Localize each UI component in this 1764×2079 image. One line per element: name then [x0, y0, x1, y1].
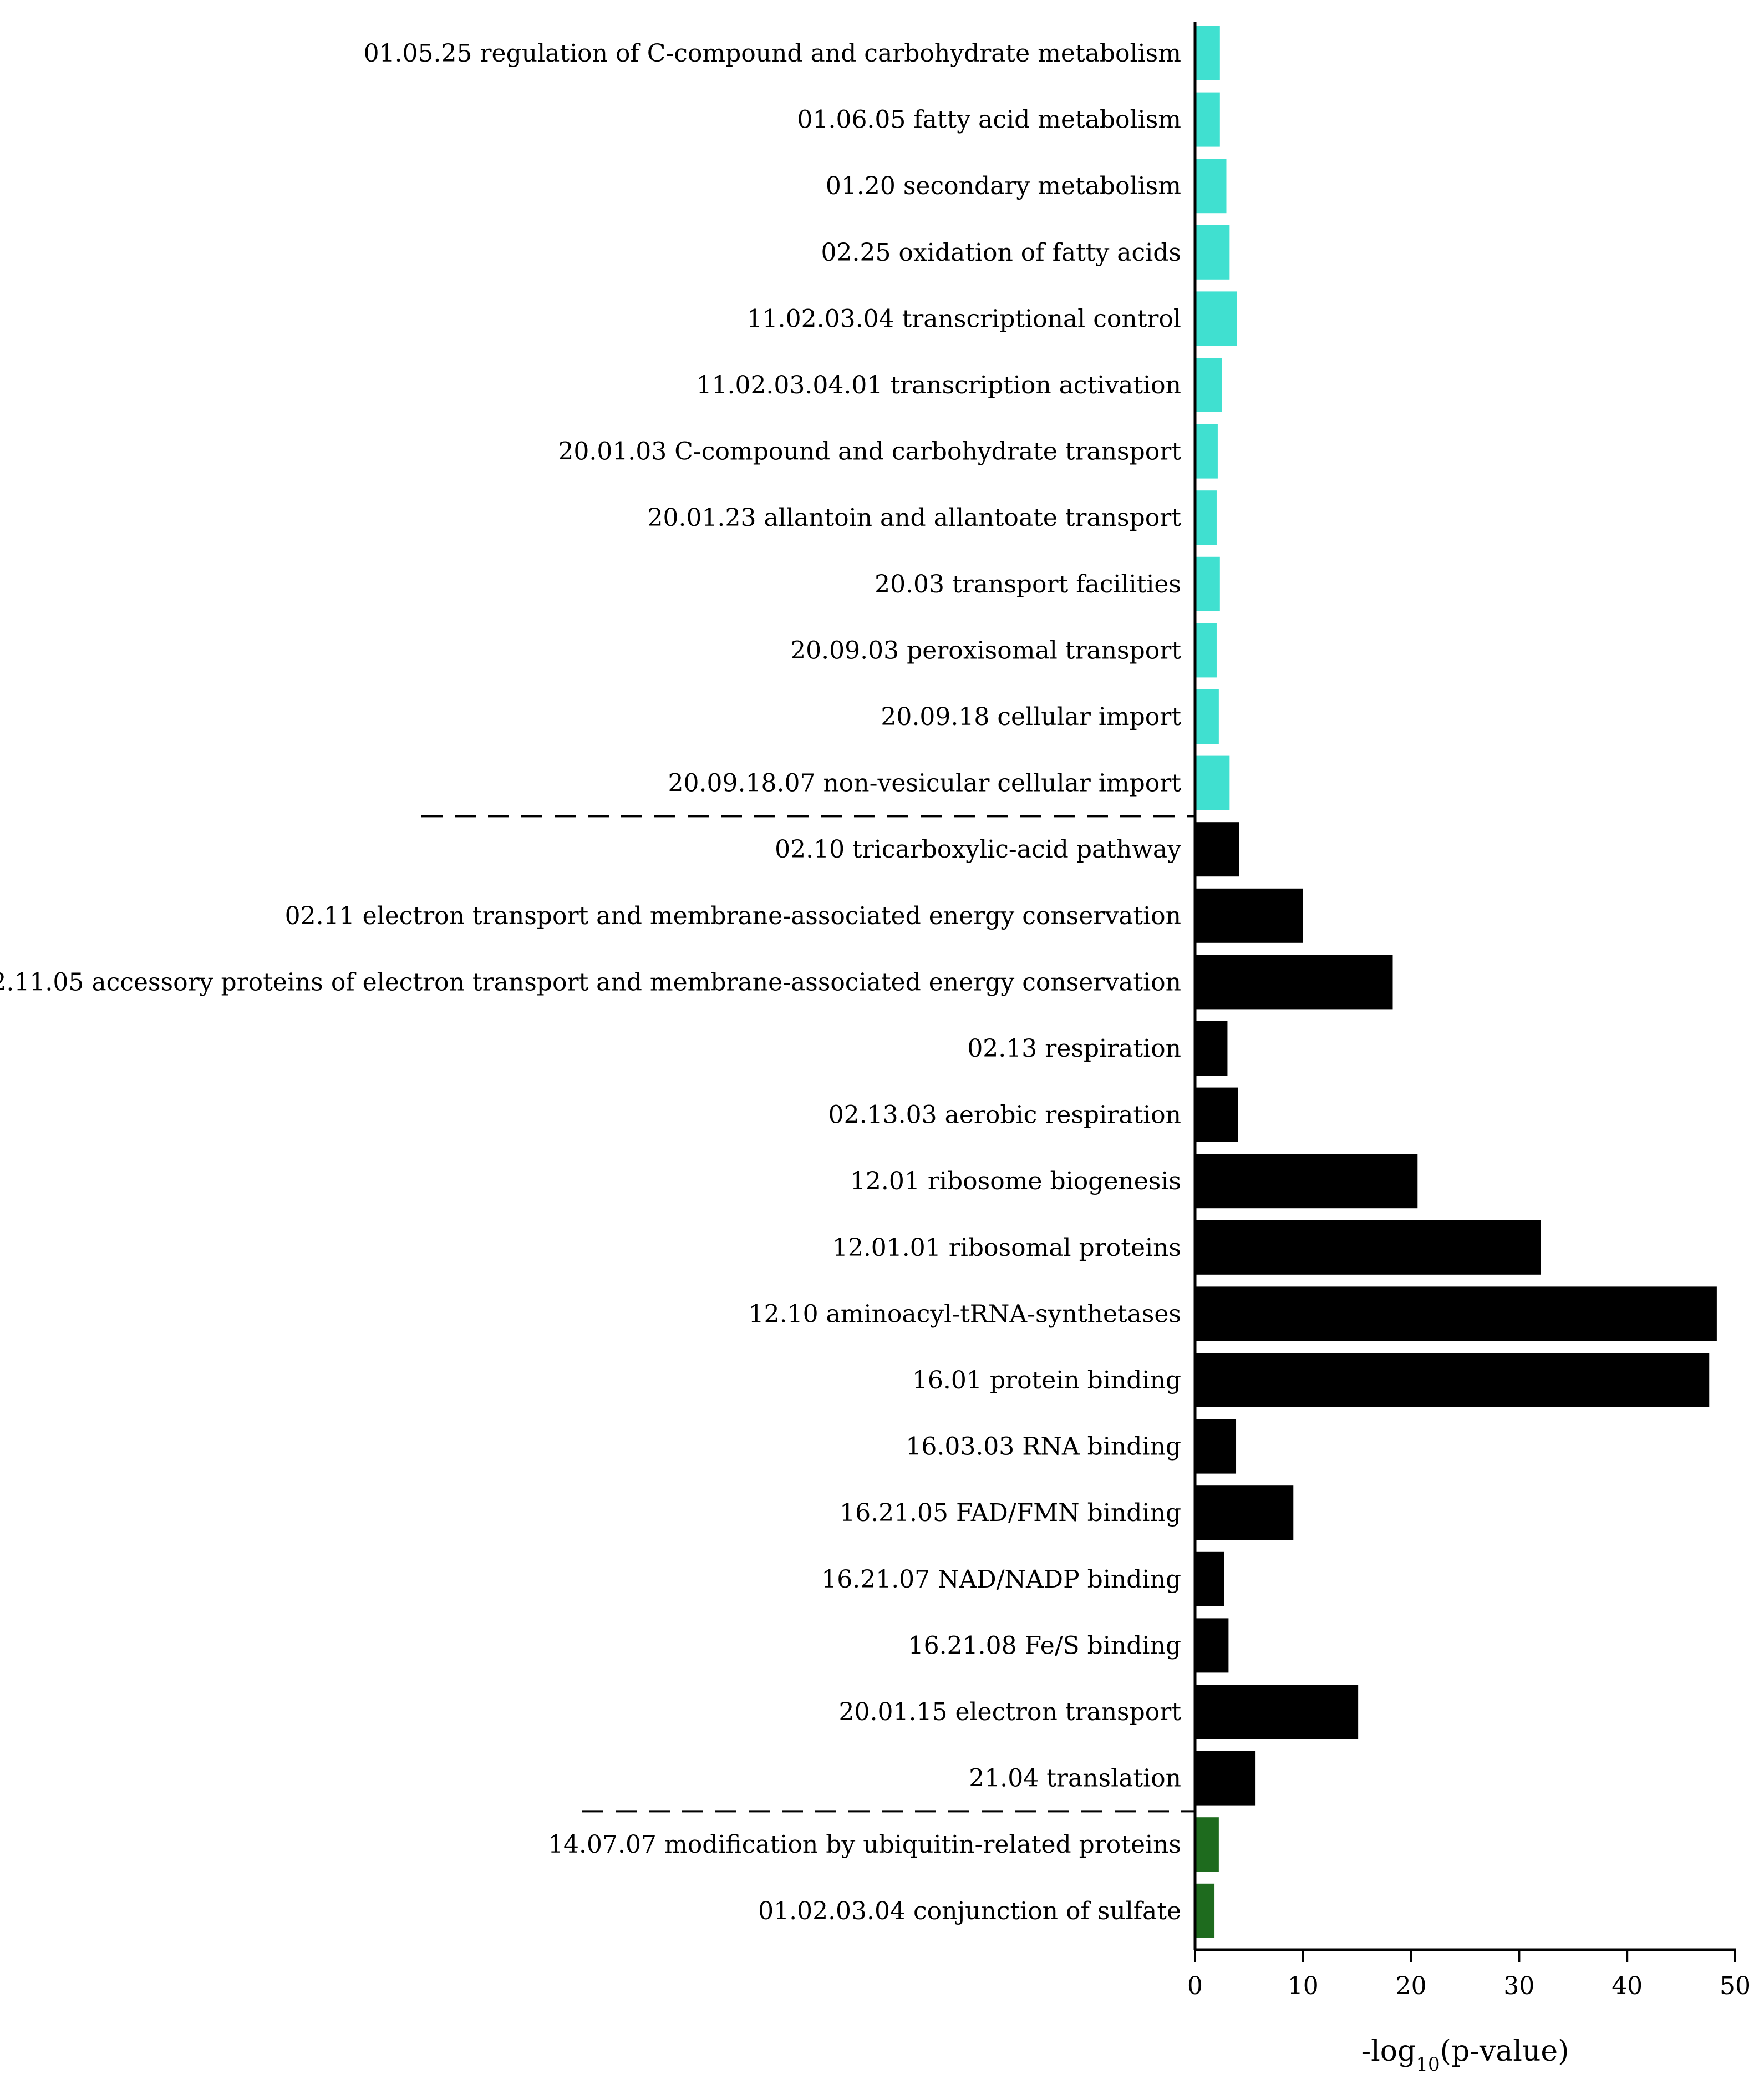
bar [1195, 1021, 1228, 1076]
bar [1195, 26, 1220, 80]
bar [1195, 159, 1227, 214]
category-label: 20.01.15 electron transport [839, 1698, 1182, 1726]
x-tick-label: 50 [1720, 1972, 1751, 2000]
bar [1195, 1883, 1215, 1938]
category-label: 14.07.07 modification by ubiquitin-relat… [548, 1830, 1181, 1859]
category-label: 02.13.03 aerobic respiration [828, 1101, 1181, 1129]
category-label: 20.09.18.07 non-vesicular cellular impor… [668, 769, 1182, 798]
category-label: 01.06.05 fatty acid metabolism [797, 106, 1181, 134]
bar [1195, 92, 1220, 147]
x-tick-label: 0 [1187, 1972, 1203, 2000]
category-label: 01.05.25 regulation of C-compound and ca… [364, 39, 1181, 68]
category-label: 20.01.23 allantoin and allantoate transp… [648, 504, 1182, 532]
category-label: 16.21.08 Fe/S binding [908, 1631, 1181, 1660]
bar [1195, 1220, 1541, 1275]
category-label: 12.01 ribosome biogenesis [850, 1167, 1181, 1195]
category-label: 20.01.03 C-compound and carbohydrate tra… [558, 438, 1181, 466]
bars-layer [1195, 26, 1717, 1938]
bar [1195, 1551, 1224, 1606]
x-tick-label: 10 [1288, 1972, 1319, 2000]
category-label: 20.09.03 peroxisomal transport [790, 636, 1181, 665]
x-tick-label: 40 [1612, 1972, 1643, 2000]
category-label: 20.03 transport facilities [875, 570, 1181, 599]
category-label: 20.09.18 cellular import [881, 703, 1181, 731]
bar [1195, 1751, 1256, 1806]
category-label: 02.10 tricarboxylic-acid pathway [775, 835, 1181, 864]
category-label: 12.01.01 ribosomal proteins [832, 1234, 1181, 1262]
category-label: 11.02.03.04 transcriptional control [747, 305, 1181, 333]
bar [1195, 1286, 1717, 1341]
category-label: 02.11.05 accessory proteins of electron … [0, 968, 1181, 996]
x-axis: 0 10 20 30 40 50 [1187, 22, 1751, 2000]
group-separators [421, 815, 1195, 1813]
bar [1195, 1618, 1229, 1673]
category-labels: 01.05.25 regulation of C-compound and ca… [0, 39, 1181, 1925]
bar [1195, 1685, 1359, 1739]
x-axis-title-prefix: -log [1361, 2035, 1416, 2068]
bar [1195, 1087, 1238, 1142]
category-label: 16.21.05 FAD/FMN binding [840, 1499, 1181, 1527]
category-label: 16.01 protein binding [912, 1366, 1181, 1395]
category-label: 02.25 oxidation of fatty acids [821, 239, 1181, 267]
x-tick-label: 20 [1396, 1972, 1427, 2000]
category-label: 02.13 respiration [967, 1035, 1181, 1063]
bar [1195, 424, 1218, 479]
category-label: 21.04 translation [969, 1764, 1181, 1793]
bar [1195, 955, 1393, 1010]
bar [1195, 291, 1237, 346]
x-axis-title-subscript: 10 [1416, 2053, 1440, 2076]
x-axis-title-suffix: (p-value) [1440, 2035, 1569, 2068]
bar [1195, 358, 1222, 412]
bar [1195, 556, 1220, 611]
category-label: 01.02.03.04 conjunction of sulfate [758, 1897, 1181, 1925]
category-label: 11.02.03.04.01 transcription activation [696, 371, 1181, 399]
bar [1195, 1353, 1710, 1407]
bar [1195, 888, 1303, 943]
x-tick-label: 30 [1503, 1972, 1534, 2000]
bar [1195, 225, 1230, 280]
bar [1195, 755, 1230, 810]
bar [1195, 623, 1217, 678]
bar [1195, 1817, 1219, 1872]
bar [1195, 689, 1219, 744]
bar [1195, 1419, 1237, 1474]
category-label: 02.11 electron transport and membrane-as… [285, 902, 1181, 930]
category-label: 12.10 aminoacyl-tRNA-synthetases [749, 1300, 1181, 1328]
bar [1195, 1485, 1294, 1540]
category-label: 16.21.07 NAD/NADP binding [821, 1565, 1181, 1594]
x-axis-title: -log10(p-value) [1361, 2035, 1569, 2076]
bar [1195, 490, 1217, 545]
category-label: 16.03.03 RNA binding [906, 1433, 1181, 1461]
category-label: 01.20 secondary metabolism [826, 172, 1181, 200]
bar [1195, 1154, 1418, 1209]
bar [1195, 822, 1239, 877]
